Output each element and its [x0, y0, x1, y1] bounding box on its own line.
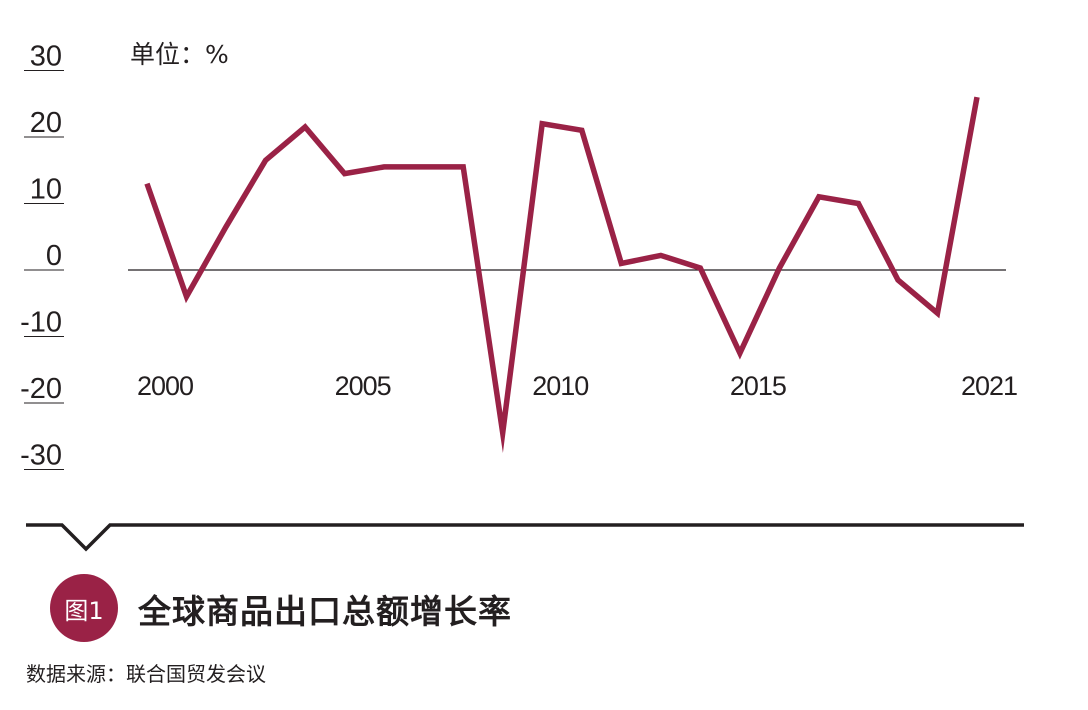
- x-tick-label: 2010: [532, 371, 588, 401]
- data-source: 数据来源：联合国贸发会议: [26, 662, 266, 686]
- x-tick-label: 2021: [961, 371, 1017, 401]
- y-tick-label: 20: [30, 107, 62, 139]
- x-tick-label: 2015: [730, 371, 786, 401]
- unit-label: 单位：%: [130, 40, 229, 69]
- x-tick-label: 2005: [335, 371, 391, 401]
- y-axis: 30 20 10 0 -10 -20 -30: [20, 41, 64, 472]
- y-tick-label: -30: [20, 440, 62, 472]
- y-tick-label: 30: [30, 41, 62, 73]
- series-line-0: [144, 96, 980, 453]
- figure-number-badge: 图1: [50, 574, 118, 642]
- y-tick-label: -20: [20, 373, 62, 405]
- divider-line: [26, 523, 1024, 552]
- figure-title: 全球商品出口总额增长率: [138, 592, 512, 631]
- y-tick-label: 10: [30, 174, 62, 206]
- series-group: [144, 96, 980, 453]
- y-tick-label: -10: [20, 307, 62, 339]
- x-tick-label: 2000: [137, 371, 193, 401]
- y-tick-label: 0: [46, 240, 62, 272]
- x-axis: 2000 2005 2010 2015 2021: [137, 371, 1018, 401]
